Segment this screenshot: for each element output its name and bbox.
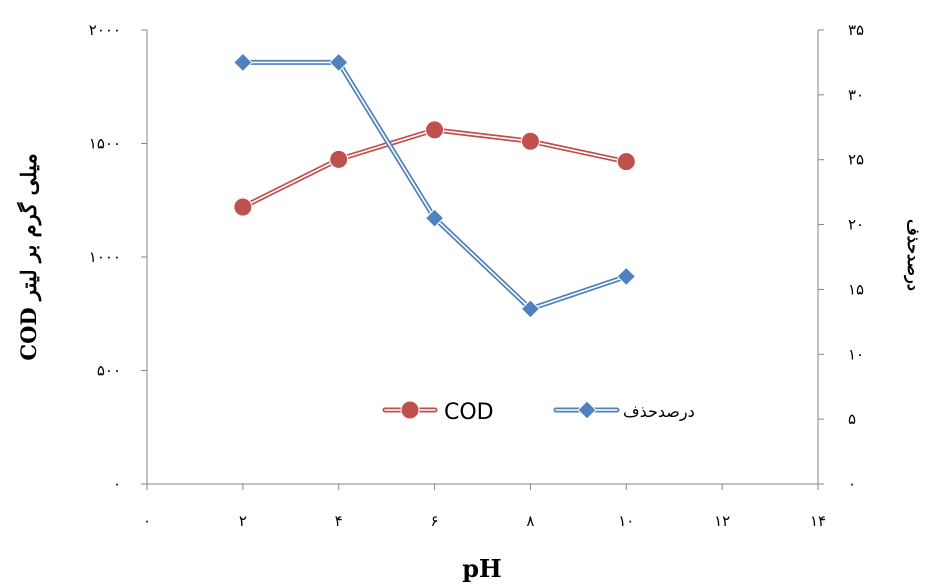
y2-tick-label: ۲۵	[848, 151, 864, 169]
x-axis-title: pH	[462, 554, 501, 583]
y2-tick-label: ۳۰	[848, 86, 864, 104]
cod-series-line	[240, 127, 629, 210]
y-axis-title: COD میلی گرم بر لیتر	[16, 153, 42, 360]
y-tick-label: ۵۰۰	[97, 362, 121, 380]
cod-series-point	[616, 152, 636, 172]
legend-removal-marker	[577, 400, 597, 420]
cod-series-point	[329, 149, 349, 169]
legend-cod-label: COD	[444, 400, 494, 425]
x-tick-label: ۱۲	[714, 512, 730, 530]
x-tick-label: ۸	[526, 512, 534, 530]
removal-series-line-inner	[242, 61, 628, 310]
x-tick-label: ۴	[335, 512, 343, 530]
y2-tick-label: ۰	[848, 475, 856, 493]
removal-series-line-outer	[240, 59, 629, 312]
cod-series-line-outer	[240, 127, 629, 210]
removal-series-point	[233, 52, 253, 73]
x-tick-label: ۰	[143, 512, 151, 530]
x-tick-label: ۱۴	[810, 512, 826, 530]
cod-series-line-inner	[242, 129, 628, 208]
y-tick-label: ۱۵۰۰	[89, 135, 121, 153]
y2-tick-label: ۱۵	[848, 280, 864, 298]
y2-tick-label: ۲۰	[848, 216, 864, 234]
y2-axis-title: درصدحذف	[903, 219, 923, 291]
cod-series-point	[520, 131, 540, 151]
removal-series-point	[520, 299, 541, 319]
y-tick-label: ۲۰۰۰	[89, 21, 121, 39]
series-markers	[233, 52, 636, 319]
y2-tick-label: ۵	[848, 410, 856, 428]
y2-tick-label: ۳۵	[848, 21, 864, 39]
x-tick-label: ۲	[239, 512, 247, 530]
y-tick-label: ۱۰۰۰	[89, 248, 121, 266]
legend: COD درصدحذف	[382, 400, 695, 425]
removal-series-line	[240, 59, 629, 312]
series-lines	[240, 59, 629, 312]
cod-series-point	[425, 120, 445, 140]
cod-series-point	[233, 197, 253, 217]
ticks: ۰ ۵۰۰ ۱۰۰۰ ۱۵۰۰ ۲۰۰۰ ۰ ۵ ۱۰ ۱۵ ۲۰ ۲۵ ۳۰ ۳۵ ۰ ۲ ۴ ۶ ۸ ۱۰ ۱۲ ۱…	[89, 21, 864, 530]
x-tick-label: ۶	[431, 512, 439, 530]
legend-cod-marker	[400, 400, 420, 420]
removal-series-point	[424, 208, 445, 228]
y2-tick-label: ۱۰	[848, 345, 864, 363]
legend-removal-label: درصدحذف	[623, 402, 695, 422]
removal-series-point	[616, 266, 636, 287]
y-tick-label: ۰	[113, 475, 121, 493]
x-tick-label: ۱۰	[618, 512, 634, 530]
removal-series-point	[329, 52, 349, 73]
